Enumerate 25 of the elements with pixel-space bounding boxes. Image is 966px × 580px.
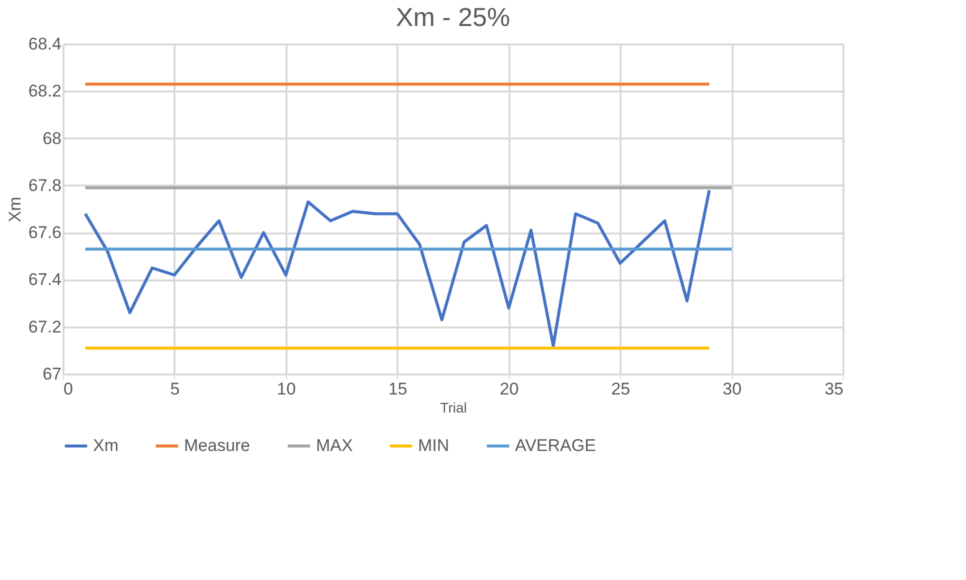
x-tick-label: 0	[64, 380, 73, 398]
legend-label: AVERAGE	[515, 436, 596, 455]
legend-label: MIN	[418, 436, 450, 455]
chart-title: Xm - 25%	[396, 2, 510, 32]
x-tick-label: 15	[388, 380, 408, 398]
x-tick-label: 10	[276, 380, 296, 398]
y-tick-label: 67.6	[28, 223, 62, 242]
x-axis-title: Trial	[440, 400, 467, 416]
legend-label: Measure	[184, 436, 250, 455]
y-tick-label: 67.2	[28, 317, 62, 336]
y-tick-label: 68	[42, 128, 62, 148]
y-axis-title: Xm	[5, 196, 24, 222]
x-tick-label: 20	[500, 380, 519, 398]
legend-label: Xm	[93, 436, 118, 455]
y-tick-label: 67	[42, 364, 62, 384]
x-tick-label: 30	[722, 380, 742, 398]
y-tick-label: 67.4	[28, 270, 62, 290]
line-series	[84, 188, 711, 348]
x-tick-label: 5	[170, 380, 180, 398]
x-tick-label: 25	[611, 380, 630, 398]
y-tick-label: 68.2	[28, 82, 62, 101]
y-tick-label: 68.4	[28, 34, 62, 54]
legend-label: MAX	[316, 436, 353, 455]
y-tick-label: 67.8	[28, 176, 62, 195]
x-tick-label: 35	[824, 380, 844, 398]
